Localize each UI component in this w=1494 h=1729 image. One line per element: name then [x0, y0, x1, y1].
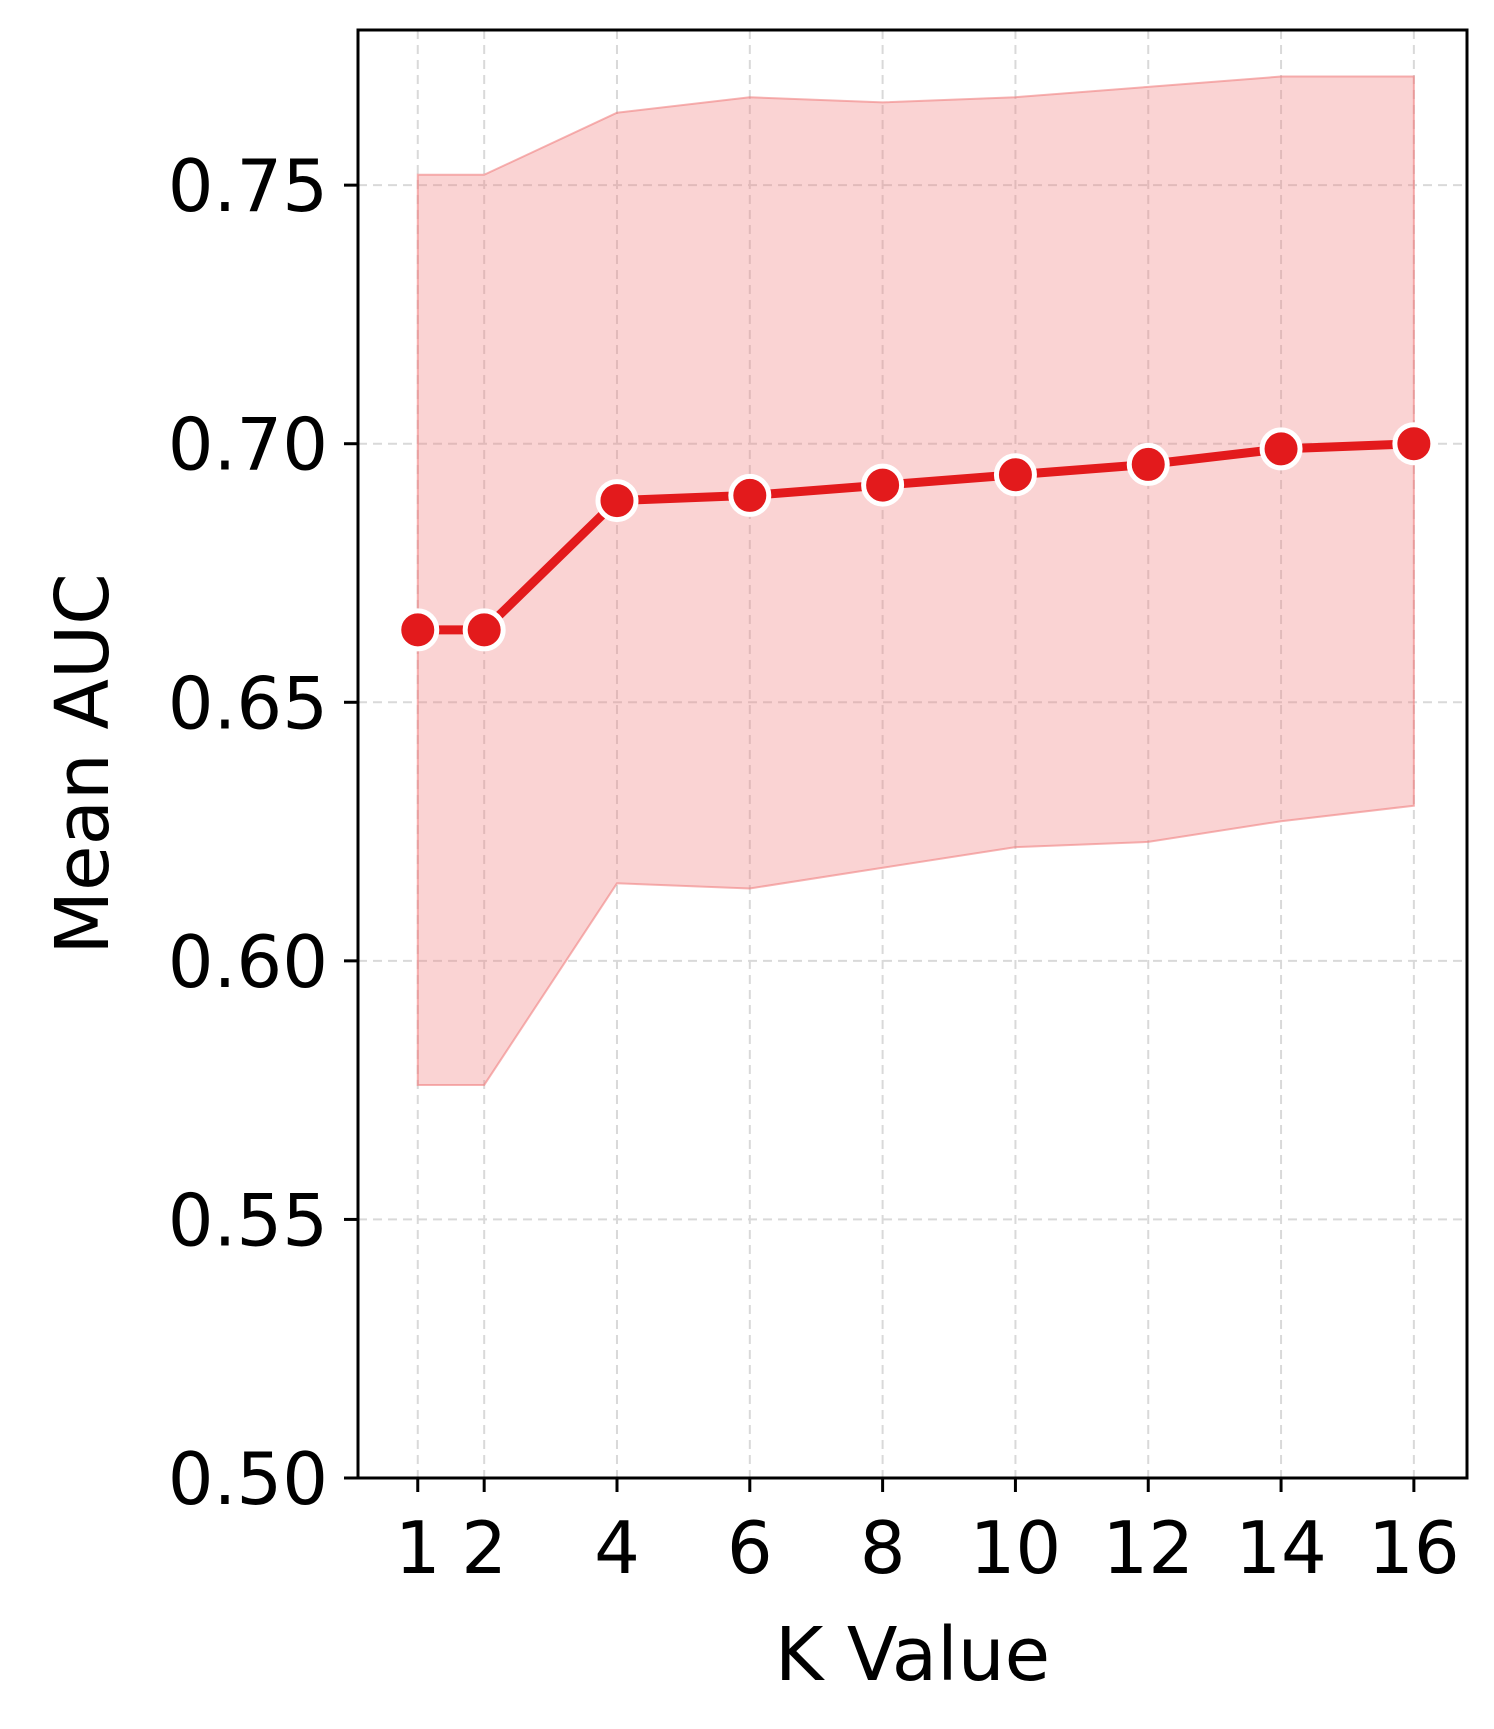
plot-frame [356, 28, 1469, 1480]
data-point-7 [1259, 427, 1303, 471]
x-tick-label-6: 12 [1102, 1506, 1194, 1590]
data-point-2 [595, 479, 639, 523]
x-axis-label: K Value [775, 1612, 1050, 1698]
data-point-8 [1392, 422, 1436, 466]
y-tick-label-1: 0.55 [168, 1178, 328, 1262]
data-point-5 [993, 453, 1037, 497]
data-point-0 [396, 608, 440, 652]
x-tick-label-8: 16 [1368, 1506, 1460, 1590]
x-tick-label-2: 4 [594, 1506, 640, 1590]
y-tick-label-3: 0.65 [168, 661, 328, 745]
data-point-3 [728, 473, 772, 517]
x-tick-label-1: 2 [461, 1506, 507, 1590]
y-axis-label: Mean AUC [40, 573, 126, 955]
x-axis-ticks: 1 2 4 6 8 10 12 14 16 [395, 1478, 1460, 1590]
data-markers [396, 422, 1436, 652]
x-tick-label-0: 1 [395, 1506, 441, 1590]
y-tick-label-5: 0.75 [168, 144, 328, 228]
data-point-6 [1126, 442, 1170, 486]
data-point-1 [462, 608, 506, 652]
confidence-band [416, 75, 1415, 1086]
y-tick-label-2: 0.60 [168, 920, 328, 1004]
confidence-band-area [416, 75, 1415, 1086]
y-axis-ticks: 0.50 0.55 0.60 0.65 0.70 0.75 [168, 144, 358, 1521]
x-tick-label-4: 8 [860, 1506, 906, 1590]
y-tick-label-4: 0.70 [168, 403, 328, 487]
data-point-4 [861, 463, 905, 507]
x-tick-label-7: 14 [1235, 1506, 1327, 1590]
y-tick-label-0: 0.50 [168, 1437, 328, 1521]
x-tick-label-5: 10 [970, 1506, 1062, 1590]
x-tick-label-3: 6 [727, 1506, 773, 1590]
